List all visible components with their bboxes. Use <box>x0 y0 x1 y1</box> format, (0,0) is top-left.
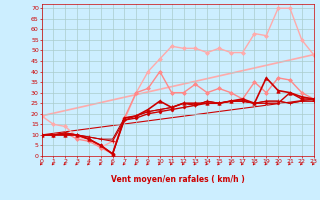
X-axis label: Vent moyen/en rafales ( km/h ): Vent moyen/en rafales ( km/h ) <box>111 175 244 184</box>
